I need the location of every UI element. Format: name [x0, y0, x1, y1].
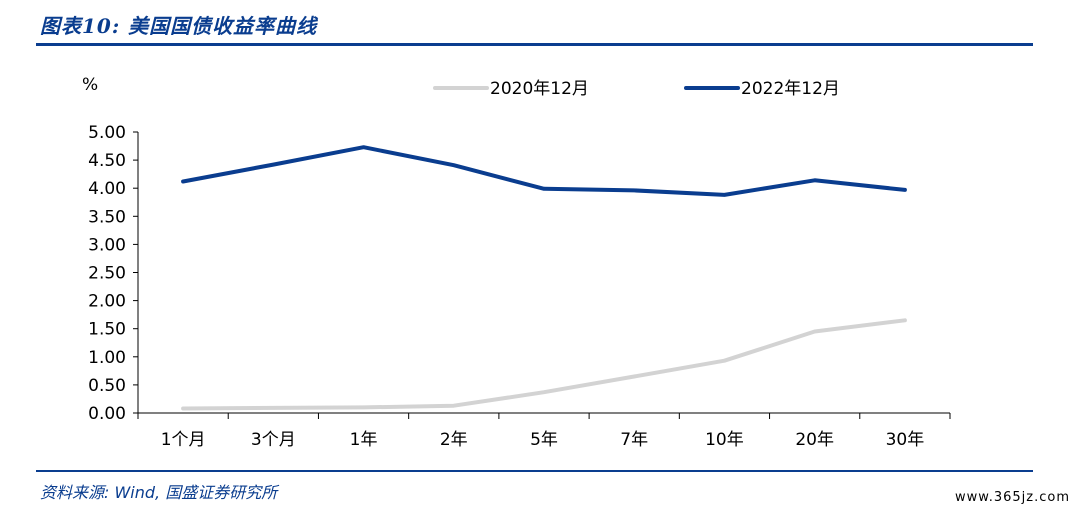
title-rule — [36, 43, 1033, 46]
series-0-point — [813, 330, 817, 334]
legend: 2020年12月 2022年12月 — [433, 79, 840, 99]
x-tick-label: 20年 — [795, 430, 834, 450]
series-0-point — [181, 407, 185, 411]
series-0-point — [632, 374, 636, 378]
x-tick-label: 5年 — [530, 430, 558, 450]
series-1-point — [722, 193, 726, 197]
series-1-point — [542, 187, 546, 191]
series-line-0 — [181, 318, 907, 411]
x-tick-label: 7年 — [620, 430, 648, 450]
y-tick-label: 1.50 — [88, 320, 126, 340]
x-tick-label: 2年 — [440, 430, 468, 450]
legend-label-0: 2020年12月 — [490, 79, 589, 99]
y-tick-label: 3.50 — [88, 207, 126, 227]
series-0-point — [722, 359, 726, 363]
legend-label-1: 2022年12月 — [741, 79, 840, 99]
series-0-point — [271, 406, 275, 410]
source-rule — [36, 470, 1033, 472]
y-axis-unit-label: % — [82, 75, 98, 95]
x-tick-label: 1个月 — [161, 430, 206, 450]
y-tick-label: 2.50 — [88, 264, 126, 284]
y-axis: 0.00 0.50 1.00 1.50 2.00 2.50 3.00 3.50 4.00 4.50… — [88, 123, 139, 424]
x-tick-label: 10年 — [705, 430, 744, 450]
y-tick-label: 4.00 — [88, 179, 126, 199]
x-tick-label: 30年 — [886, 430, 925, 450]
series-0-point — [362, 405, 366, 409]
y-tick-label: 5.00 — [88, 123, 126, 143]
source-note: 资料来源: Wind, 国盛证券研究所 — [40, 483, 278, 502]
chart-title: 图表10: 美国国债收益率曲线 — [40, 14, 318, 38]
series-1-point — [903, 188, 907, 192]
x-tick-label: 1年 — [350, 430, 378, 450]
series-0-point — [542, 390, 546, 394]
series-1-point — [362, 145, 366, 149]
series-1-point — [813, 178, 817, 182]
series-1-point — [632, 188, 636, 192]
series-1-point — [181, 179, 185, 183]
y-tick-label: 3.00 — [88, 235, 126, 255]
series-lines — [181, 145, 907, 411]
y-tick-label: 2.00 — [88, 292, 126, 312]
x-tick-label: 3个月 — [251, 430, 296, 450]
series-1-point — [452, 163, 456, 167]
series-0-point — [452, 404, 456, 408]
y-tick-label: 1.00 — [88, 348, 126, 368]
y-tick-label: 4.50 — [88, 151, 126, 171]
y-tick-label: 0.00 — [88, 404, 126, 424]
y-tick-label: 0.50 — [88, 376, 126, 396]
series-0-point — [903, 318, 907, 322]
watermark: www.365jz.com — [955, 490, 1070, 505]
x-axis: 1个月 3个月 1年 2年 5年 7年 10年 20年 30年 — [137, 412, 951, 450]
series-1-point — [271, 163, 275, 167]
